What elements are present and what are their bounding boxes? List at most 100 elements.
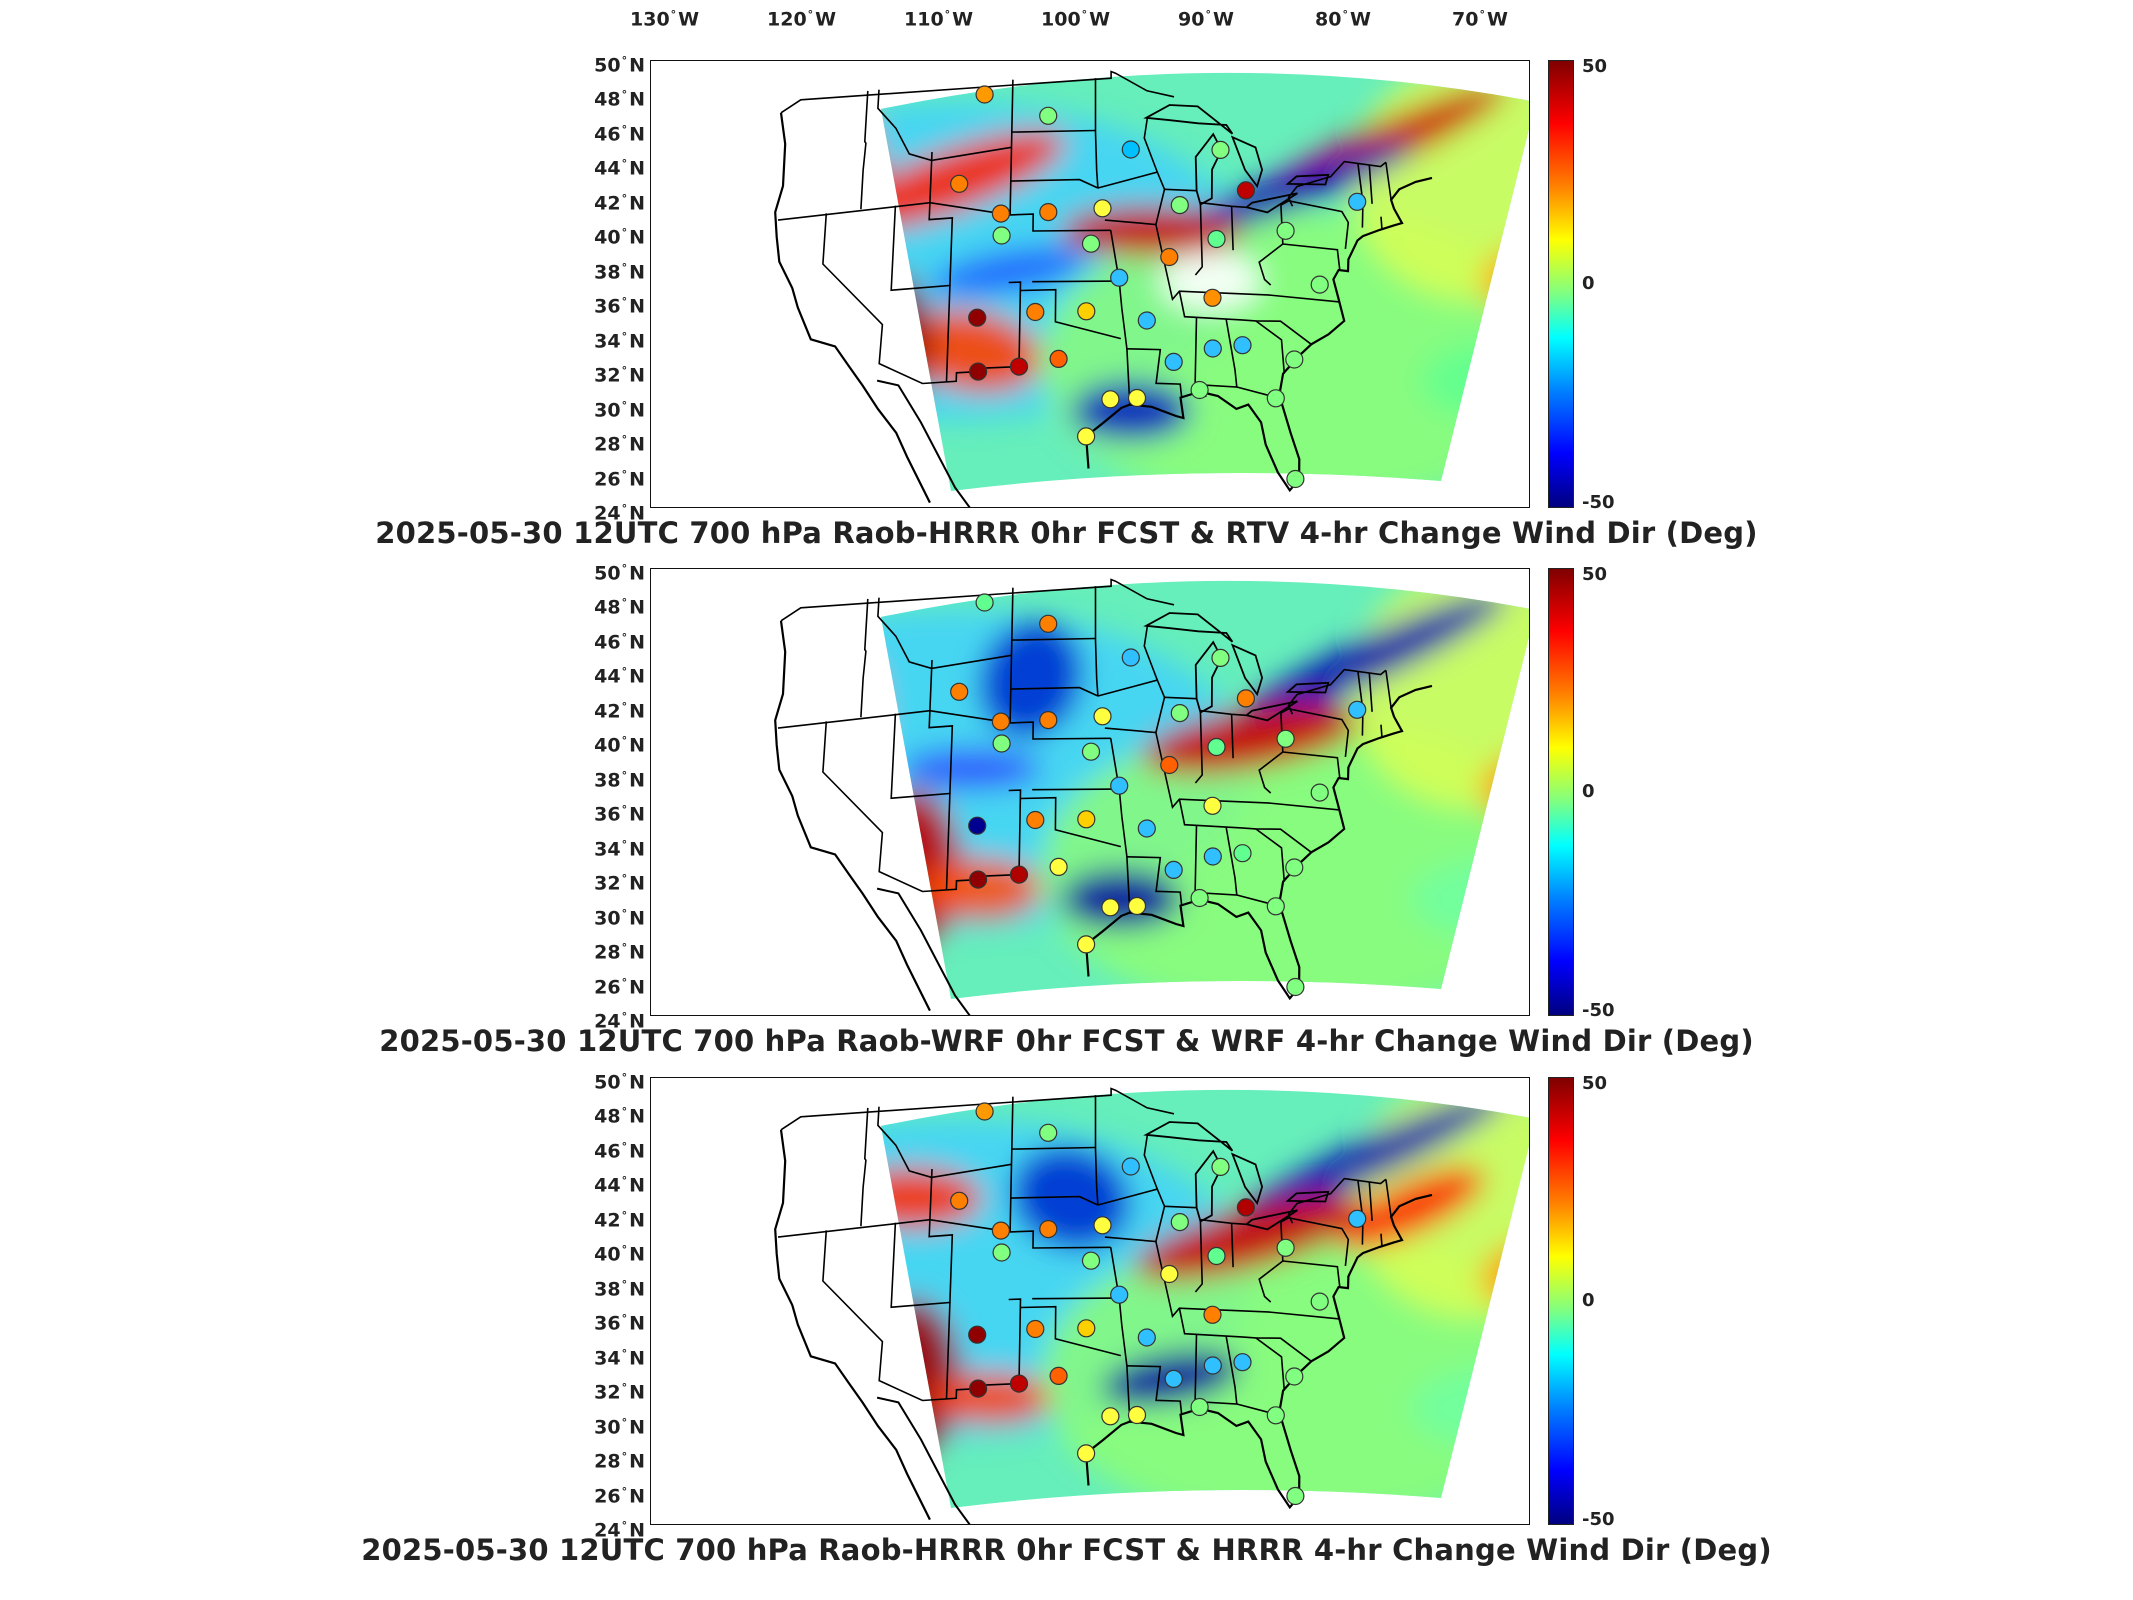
wind-direction-map <box>650 1077 1530 1525</box>
latitude-label: 30° N <box>594 906 645 929</box>
raob-station-marker <box>1160 247 1179 267</box>
latitude-label: 24° N <box>594 1519 645 1542</box>
latitude-label: 46° N <box>594 630 645 654</box>
raob-station-marker <box>969 1379 988 1398</box>
longitude-label: 110° W <box>904 8 974 31</box>
raob-station-marker <box>1077 1319 1096 1338</box>
latitude-label: 28° N <box>594 1450 645 1473</box>
raob-station-marker <box>1160 1264 1179 1284</box>
raob-station-marker <box>1266 1406 1285 1425</box>
latitude-label: 44° N <box>594 665 645 688</box>
raob-station-marker <box>1137 311 1156 330</box>
latitude-label: 36° N <box>594 295 645 318</box>
raob-station-marker <box>1203 1305 1222 1324</box>
latitude-label: 48° N <box>594 1105 645 1128</box>
raob-station-marker <box>969 870 988 889</box>
raob-station-marker <box>1049 349 1068 368</box>
raob-station-marker <box>1009 865 1029 884</box>
raob-station-marker <box>1285 858 1304 877</box>
raob-station-marker <box>1127 388 1147 408</box>
raob-station-marker <box>1276 1238 1295 1257</box>
raob-station-marker <box>1285 350 1304 369</box>
raob-station-marker <box>1211 1157 1230 1177</box>
latitude-label: 38° N <box>594 260 645 284</box>
raob-station-marker <box>1310 1292 1329 1311</box>
raob-station-marker <box>1077 935 1096 954</box>
latitude-label: 42° N <box>594 191 645 215</box>
raob-station-marker <box>969 362 988 381</box>
colorbar-tick-mid: 0 <box>1582 781 1595 802</box>
panel-title: 2025-05-30 12UTC 700 hPa Raob-HRRR 0hr F… <box>375 516 1758 550</box>
raob-station-marker <box>1121 140 1140 159</box>
raob-station-marker <box>1081 742 1101 761</box>
latitude-label: 32° N <box>594 1381 645 1404</box>
raob-station-marker <box>1190 1397 1209 1417</box>
raob-station-marker <box>1164 1369 1183 1388</box>
raob-station-marker <box>1211 648 1230 668</box>
raob-station-marker <box>1170 704 1189 723</box>
raob-station-marker <box>1077 810 1096 829</box>
latitude-label: 44° N <box>594 157 645 180</box>
raob-station-marker <box>1121 648 1140 667</box>
raob-station-marker <box>1236 689 1256 708</box>
raob-station-marker <box>1207 737 1226 757</box>
raob-stations <box>950 85 1367 489</box>
longitude-label: 120° W <box>767 8 837 31</box>
raob-station-marker <box>1310 783 1329 802</box>
latitude-label: 50° N <box>594 562 645 585</box>
raob-station-marker <box>1077 1444 1096 1463</box>
raob-station-marker <box>1101 390 1120 409</box>
raob-station-marker <box>991 1221 1010 1240</box>
raob-station-marker <box>968 308 987 327</box>
latitude-axis: 50° N 48° N 46° N 44° N 42° N 40° N 38° N 36° N 34° N 32° N… <box>575 54 645 523</box>
raob-station-marker <box>968 1325 987 1344</box>
raob-station-marker <box>1348 700 1367 719</box>
panel-title: 2025-05-30 12UTC 700 hPa Raob-HRRR 0hr F… <box>361 1533 1772 1567</box>
raob-station-marker <box>1233 1353 1252 1372</box>
colorbar <box>1548 1077 1574 1525</box>
raob-station-marker <box>1170 1213 1189 1232</box>
raob-station-marker <box>1039 1220 1058 1239</box>
latitude-label: 34° N <box>594 837 645 861</box>
raob-station-marker <box>1093 707 1112 726</box>
raob-station-marker <box>1101 898 1120 917</box>
raob-station-marker <box>1127 1405 1147 1425</box>
raob-station-marker <box>1348 192 1367 211</box>
raob-station-marker <box>1286 469 1305 489</box>
raob-station-marker <box>1276 221 1295 240</box>
raob-station-marker <box>1127 896 1147 916</box>
raob-station-marker <box>1077 302 1096 321</box>
raob-station-marker <box>1049 1366 1068 1385</box>
raob-station-marker <box>1101 1407 1120 1426</box>
raob-station-marker <box>1039 1123 1058 1142</box>
raob-station-marker <box>1049 857 1068 876</box>
latitude-label: 26° N <box>594 467 645 490</box>
raob-station-marker <box>1026 1319 1045 1339</box>
latitude-axis: 50° N 48° N 46° N 44° N 42° N 40° N 38° N 36° N 34° N 32° N… <box>575 1071 645 1540</box>
longitude-label: 130° W <box>630 8 700 31</box>
colorbar-tick-min: -50 <box>1582 1000 1615 1021</box>
latitude-label: 24° N <box>594 502 645 525</box>
longitude-label: 70° W <box>1452 8 1508 31</box>
raob-station-marker <box>950 1191 969 1210</box>
colorbar-tick-max: 50 <box>1582 564 1608 585</box>
raob-station-marker <box>1026 302 1045 322</box>
raob-station-marker <box>1137 1328 1156 1347</box>
raob-station-marker <box>1207 1246 1226 1266</box>
raob-station-marker <box>1203 1356 1222 1375</box>
latitude-label: 46° N <box>594 122 645 146</box>
raob-station-marker <box>1266 897 1285 916</box>
raob-station-marker <box>1121 1157 1140 1176</box>
raob-station-marker <box>1164 352 1183 371</box>
raob-station-marker <box>975 593 994 612</box>
latitude-label: 32° N <box>594 364 645 387</box>
latitude-label: 42° N <box>594 699 645 723</box>
raob-station-marker <box>1110 1285 1129 1304</box>
colorbar <box>1548 60 1574 508</box>
latitude-label: 30° N <box>594 1415 645 1438</box>
raob-station-marker <box>992 226 1011 245</box>
raob-station-marker <box>1110 268 1129 287</box>
raob-station-marker <box>1233 844 1252 863</box>
raob-station-marker <box>1026 810 1045 830</box>
raob-station-marker <box>1137 819 1156 838</box>
